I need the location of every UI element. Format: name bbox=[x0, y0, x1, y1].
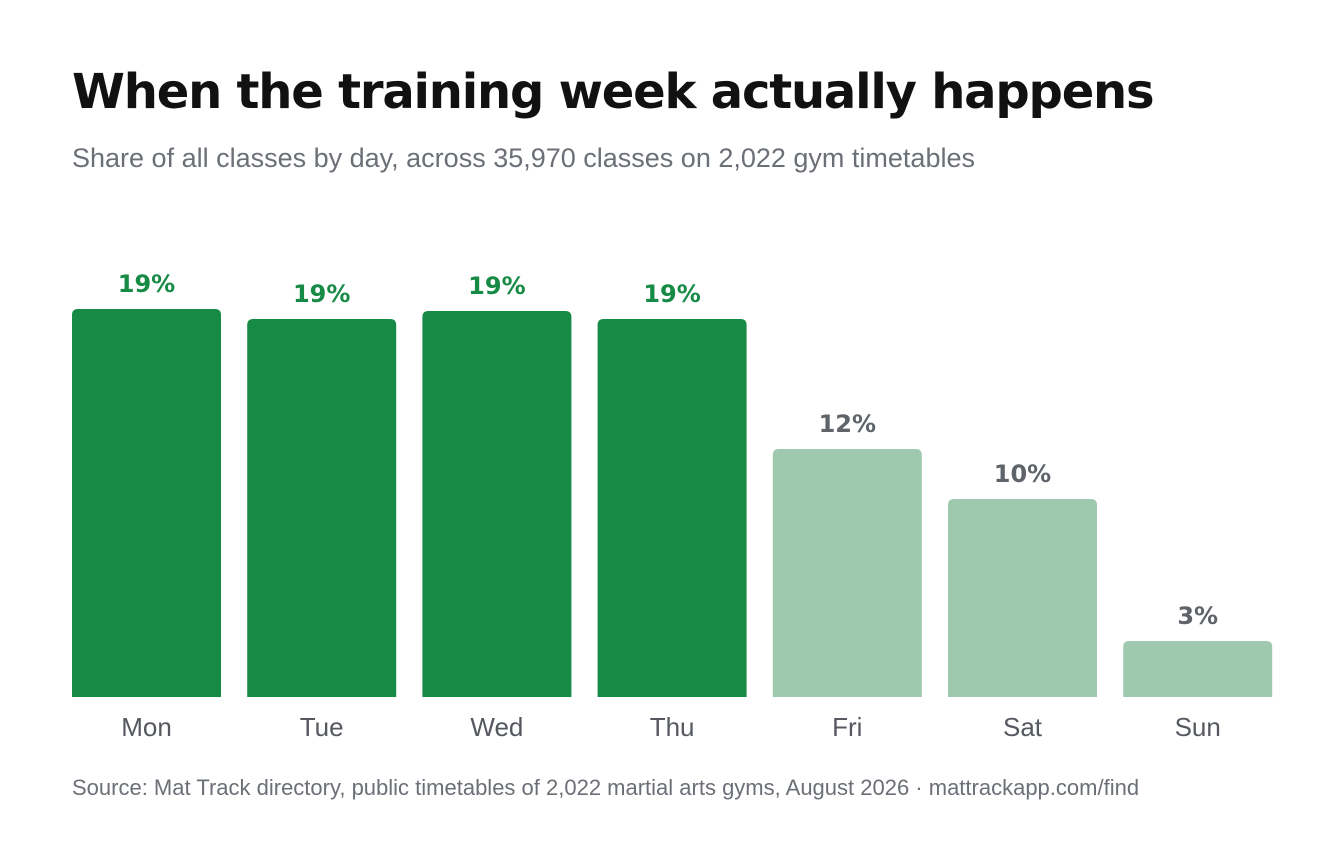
data-label-tue: 19% bbox=[293, 280, 350, 308]
bar-thu bbox=[597, 319, 747, 697]
bar-wed bbox=[422, 311, 572, 697]
data-label-wed: 19% bbox=[468, 272, 525, 300]
data-label-mon: 19% bbox=[118, 270, 175, 298]
tick-label-fri: Fri bbox=[832, 712, 862, 742]
tick-label-mon: Mon bbox=[121, 712, 172, 742]
bar-sun bbox=[1123, 641, 1273, 697]
data-label-sun: 3% bbox=[1177, 602, 1218, 630]
source-note: Source: Mat Track directory, public time… bbox=[72, 775, 1140, 800]
data-label-fri: 12% bbox=[819, 410, 876, 438]
chart-title: When the training week actually happens bbox=[72, 64, 1155, 120]
bar-mon bbox=[72, 309, 221, 697]
bar-tue bbox=[247, 319, 397, 697]
bar-sat bbox=[948, 499, 1097, 697]
tick-label-wed: Wed bbox=[470, 712, 523, 742]
bar-fri bbox=[772, 449, 922, 697]
data-label-sat: 10% bbox=[994, 460, 1051, 488]
tick-label-sun: Sun bbox=[1175, 712, 1221, 742]
tick-label-thu: Thu bbox=[650, 712, 695, 742]
tick-label-tue: Tue bbox=[300, 712, 344, 742]
chart-subtitle: Share of all classes by day, across 35,9… bbox=[72, 143, 975, 173]
tick-label-sat: Sat bbox=[1003, 712, 1043, 742]
data-label-thu: 19% bbox=[643, 280, 700, 308]
